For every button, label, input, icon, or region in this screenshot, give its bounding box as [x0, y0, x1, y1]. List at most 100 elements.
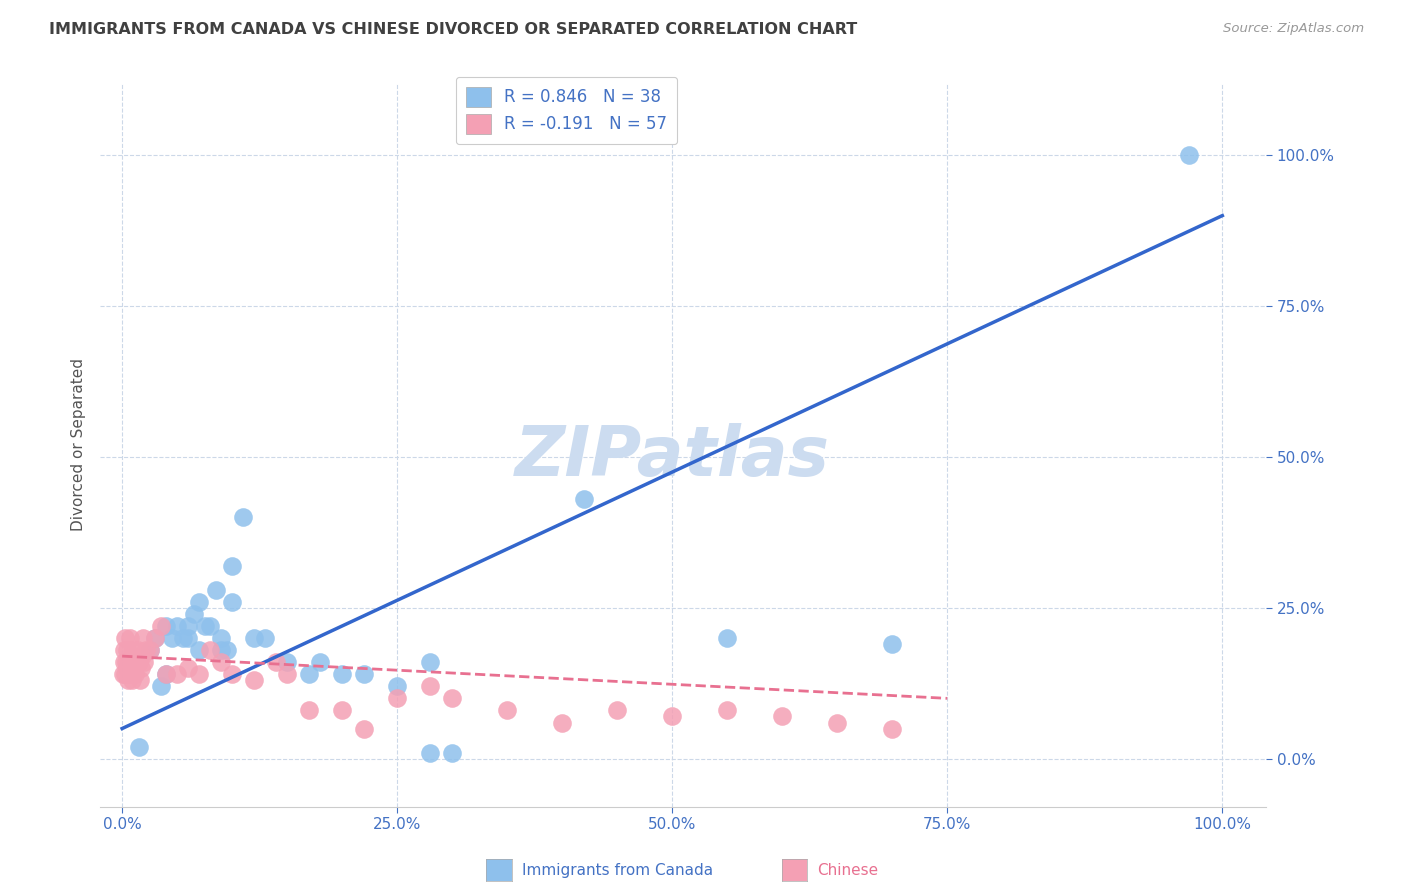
- Point: [198, 619, 221, 633]
- Point: [120, 655, 142, 669]
- Point: [254, 631, 277, 645]
- Point: [221, 595, 243, 609]
- Point: [118, 667, 141, 681]
- Point: [127, 643, 149, 657]
- Point: [770, 709, 793, 723]
- Point: [1178, 148, 1201, 162]
- Point: [115, 643, 138, 657]
- Point: [166, 667, 188, 681]
- Point: [160, 631, 183, 645]
- Point: [825, 715, 848, 730]
- Point: [118, 667, 141, 681]
- Legend: R = 0.846   N = 38, R = -0.191   N = 57: R = 0.846 N = 38, R = -0.191 N = 57: [456, 77, 678, 144]
- Point: [121, 667, 143, 681]
- Point: [209, 643, 232, 657]
- Point: [143, 631, 166, 645]
- Point: [131, 649, 153, 664]
- Text: ZIPatlas: ZIPatlas: [515, 424, 830, 491]
- Point: [172, 631, 194, 645]
- Point: [125, 655, 148, 669]
- Point: [221, 558, 243, 573]
- Point: [882, 637, 904, 651]
- Point: [188, 595, 211, 609]
- Point: [309, 655, 332, 669]
- Point: [122, 655, 145, 669]
- Point: [419, 746, 441, 760]
- Point: [177, 661, 200, 675]
- Point: [353, 667, 375, 681]
- Point: [551, 715, 574, 730]
- Point: [419, 679, 441, 693]
- Point: [221, 667, 243, 681]
- Point: [606, 703, 628, 717]
- Point: [385, 691, 408, 706]
- Point: [155, 619, 177, 633]
- Y-axis label: Divorced or Separated: Divorced or Separated: [72, 359, 86, 532]
- Point: [661, 709, 683, 723]
- Point: [496, 703, 519, 717]
- Point: [276, 667, 298, 681]
- Point: [353, 722, 375, 736]
- Point: [129, 661, 152, 675]
- Point: [574, 492, 596, 507]
- Point: [209, 631, 232, 645]
- Point: [177, 619, 200, 633]
- Point: [124, 667, 146, 681]
- Point: [243, 673, 266, 688]
- Point: [155, 667, 177, 681]
- Point: [138, 643, 160, 657]
- Point: [188, 667, 211, 681]
- Text: IMMIGRANTS FROM CANADA VS CHINESE DIVORCED OR SEPARATED CORRELATION CHART: IMMIGRANTS FROM CANADA VS CHINESE DIVORC…: [49, 22, 858, 37]
- Point: [441, 746, 464, 760]
- Text: Chinese: Chinese: [817, 863, 877, 878]
- Point: [215, 643, 238, 657]
- Point: [330, 703, 353, 717]
- Point: [118, 655, 141, 669]
- Point: [441, 691, 464, 706]
- Text: Immigrants from Canada: Immigrants from Canada: [522, 863, 713, 878]
- Point: [128, 673, 150, 688]
- Point: [143, 631, 166, 645]
- Point: [132, 631, 155, 645]
- Point: [138, 643, 160, 657]
- Point: [198, 643, 221, 657]
- Point: [117, 661, 139, 675]
- Point: [135, 643, 157, 657]
- Point: [882, 722, 904, 736]
- Point: [716, 631, 738, 645]
- Point: [330, 667, 353, 681]
- Point: [121, 673, 143, 688]
- Point: [121, 661, 143, 675]
- Point: [188, 643, 211, 657]
- Point: [112, 655, 135, 669]
- Point: [149, 619, 172, 633]
- Point: [385, 679, 408, 693]
- Point: [232, 510, 254, 524]
- Point: [128, 655, 150, 669]
- Point: [112, 667, 135, 681]
- Point: [122, 643, 145, 657]
- Point: [209, 655, 232, 669]
- Point: [298, 703, 321, 717]
- Text: Source: ZipAtlas.com: Source: ZipAtlas.com: [1223, 22, 1364, 36]
- Point: [194, 619, 217, 633]
- Point: [243, 631, 266, 645]
- Point: [115, 661, 138, 675]
- Point: [114, 667, 136, 681]
- Point: [166, 619, 188, 633]
- Point: [120, 631, 142, 645]
- Point: [177, 631, 200, 645]
- Point: [155, 667, 177, 681]
- Point: [298, 667, 321, 681]
- Point: [115, 655, 138, 669]
- Point: [149, 679, 172, 693]
- Point: [134, 655, 156, 669]
- Point: [276, 655, 298, 669]
- Point: [264, 655, 287, 669]
- Point: [128, 739, 150, 754]
- Point: [114, 631, 136, 645]
- Point: [716, 703, 738, 717]
- Point: [117, 673, 139, 688]
- Point: [204, 582, 226, 597]
- Point: [419, 655, 441, 669]
